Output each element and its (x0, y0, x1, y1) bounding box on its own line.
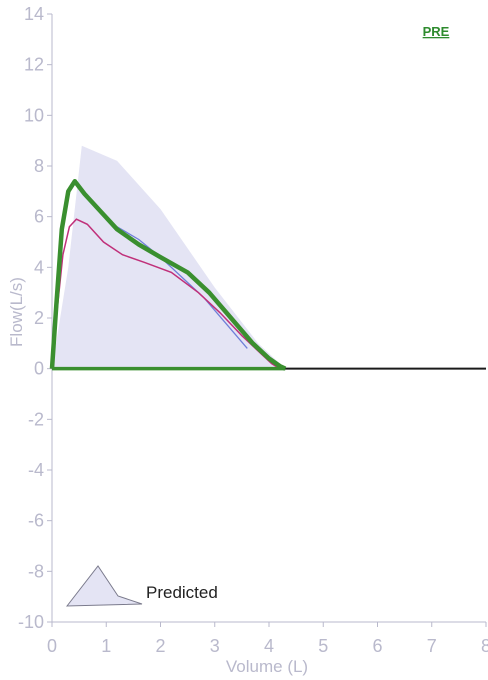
legend-predicted-swatch (65, 565, 143, 607)
y-tick-label: -4 (28, 460, 44, 480)
y-tick-label: -6 (28, 511, 44, 531)
y-tick-label: 2 (34, 308, 44, 328)
y-tick-label: 0 (34, 359, 44, 379)
y-tick-label: -2 (28, 409, 44, 429)
x-tick-label: 8 (481, 636, 488, 656)
y-tick-label: 12 (24, 55, 44, 75)
y-tick-label: 14 (24, 4, 44, 24)
x-axis-label: Volume (L) (226, 657, 308, 676)
y-tick-label: 10 (24, 105, 44, 125)
x-tick-label: 7 (427, 636, 437, 656)
y-tick-label: -10 (18, 612, 44, 632)
x-tick-label: 5 (318, 636, 328, 656)
x-tick-label: 0 (47, 636, 57, 656)
predicted-area (52, 145, 286, 369)
x-tick-label: 6 (372, 636, 382, 656)
x-tick-label: 1 (101, 636, 111, 656)
measured-best-trial (49, 178, 287, 371)
axes (47, 13, 487, 627)
y-tick-label: 8 (34, 156, 44, 176)
plot-area (49, 145, 486, 371)
legend: Predicted (65, 565, 218, 607)
pre-badge: PRE (423, 24, 450, 39)
y-tick-label: 4 (34, 257, 44, 277)
y-axis-label: Flow(L/s) (7, 277, 26, 347)
x-tick-label: 3 (210, 636, 220, 656)
x-tick-label: 4 (264, 636, 274, 656)
measured-trial-blue (116, 226, 248, 349)
y-tick-label: -8 (28, 561, 44, 581)
x-tick-label: 2 (155, 636, 165, 656)
legend-predicted-label: Predicted (146, 583, 218, 602)
y-tick-label: 6 (34, 207, 44, 227)
